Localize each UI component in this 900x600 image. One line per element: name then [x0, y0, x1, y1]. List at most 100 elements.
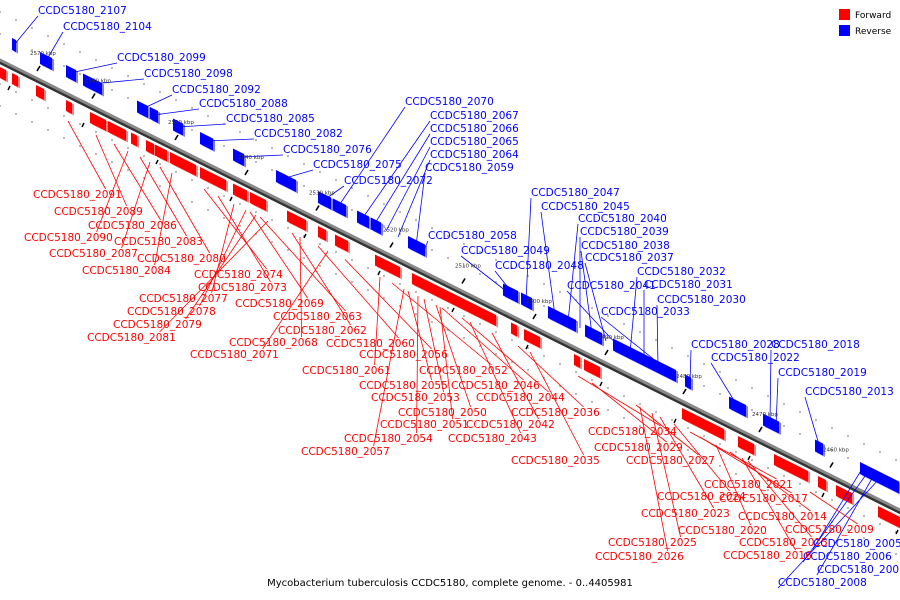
gene-feature-shade [576, 355, 582, 370]
leader-line [91, 78, 145, 85]
scale-tick-mark [174, 134, 179, 141]
guide-dot [159, 91, 161, 93]
guide-dot [543, 355, 545, 357]
leader-line [416, 295, 419, 434]
gene-feature-shade [716, 425, 726, 442]
leader-line [584, 262, 607, 342]
guide-dot [0, 11, 1, 13]
guide-dot [479, 323, 481, 325]
gene-label: CCDC5180_2083 [114, 236, 203, 248]
guide-dot [15, 113, 17, 115]
leader-line [154, 172, 173, 266]
guide-dot [879, 451, 881, 453]
guide-dot [271, 241, 273, 243]
leader-line [159, 220, 269, 333]
leader-line [361, 120, 431, 220]
leader-line [249, 211, 308, 299]
guide-dot [463, 243, 465, 245]
gene-label: CCDC5180_2064 [430, 149, 519, 161]
gene-label: CCDC5180_2098 [144, 68, 233, 80]
gene-feature-shade [335, 200, 348, 219]
guide-dot [271, 147, 273, 149]
guide-dot [431, 321, 433, 323]
guide-dot [575, 393, 577, 395]
minor-tick-mark [747, 455, 751, 461]
legend-forward-label: Forward [855, 11, 891, 21]
leader-line [407, 290, 432, 381]
leader-line [777, 477, 881, 589]
gene-label: CCDC5180_2042 [466, 419, 555, 431]
leader-line [397, 159, 431, 238]
guide-dot [799, 411, 801, 413]
gene-label: CCDC5180_2062 [278, 325, 367, 337]
leader-line [121, 161, 151, 249]
gene-feature-shade [442, 288, 454, 306]
guide-dot [63, 115, 65, 117]
gene-label: CCDC5180_2029 [594, 442, 683, 454]
gene-label: CCDC5180_2069 [235, 298, 324, 310]
gene-label: CCDC5180_2091 [33, 189, 122, 201]
leader-line [237, 154, 284, 158]
guide-dot [719, 465, 721, 467]
minor-tick-mark [821, 492, 825, 498]
scale-tick-label: 2560 kbp [85, 79, 111, 85]
guide-dot [607, 409, 609, 411]
guide-dot [559, 363, 561, 365]
guide-dot [703, 457, 705, 459]
guide-dot [255, 211, 257, 213]
gene-label: CCDC5180_2051 [380, 419, 469, 431]
gene-feature-shade [838, 486, 854, 506]
gene-feature-shade [731, 398, 748, 419]
leader-line [656, 304, 659, 368]
gene-feature-shade [2, 68, 8, 83]
leader-line [203, 188, 267, 270]
guide-dot [431, 227, 433, 229]
gene-feature-shade [157, 146, 169, 163]
gene-label: CCDC5180_2032 [637, 266, 726, 278]
scale-tick-label: 2530 kbp [309, 191, 335, 197]
guide-dot [719, 393, 721, 395]
gene-label: CCDC5180_2084 [82, 265, 171, 277]
gene-feature-shade [765, 415, 781, 435]
leader-line [491, 332, 539, 420]
guide-dot [0, 83, 1, 85]
scale-tick-label: 2510 kbp [455, 264, 481, 270]
gene-feature-shade [476, 305, 498, 328]
guide-dot [655, 339, 657, 341]
gene-label: CCDC5180_2082 [254, 128, 343, 140]
gene-label: CCDC5180_2077 [139, 293, 228, 305]
gene-feature-shade [464, 299, 476, 317]
guide-dot [319, 265, 321, 267]
leader-line [689, 349, 692, 384]
guide-dot [175, 99, 177, 101]
minor-tick-mark [303, 233, 307, 239]
gene-label: CCDC5180_2060 [326, 338, 415, 350]
guide-dot [415, 313, 417, 315]
guide-dot [831, 427, 833, 429]
scale-tick-mark [758, 426, 763, 433]
guide-dot [383, 225, 385, 227]
gene-feature-shade [886, 475, 900, 495]
guide-dot [95, 131, 97, 133]
guide-dot [687, 449, 689, 451]
scale-tick-mark [389, 242, 394, 248]
gene-label: CCDC5180_2035 [511, 455, 600, 467]
minor-tick-mark [599, 381, 603, 387]
scale-tick-label: 2570 kbp [30, 51, 56, 57]
guide-dot [383, 275, 385, 277]
leader-line [812, 468, 863, 550]
leader-line [651, 412, 681, 538]
guide-dot [511, 267, 513, 269]
guide-dot [463, 315, 465, 317]
guide-dot [239, 203, 241, 205]
guide-dot [239, 225, 241, 227]
gene-label: CCDC5180_2037 [585, 252, 674, 264]
leader-line [629, 276, 638, 354]
gene-label: CCDC5180_2014 [738, 511, 827, 523]
leader-line [13, 15, 39, 46]
minor-tick-mark [525, 344, 529, 350]
gene-feature-shade [289, 212, 308, 233]
guide-dot [639, 331, 641, 333]
gene-feature-shade [615, 340, 629, 359]
